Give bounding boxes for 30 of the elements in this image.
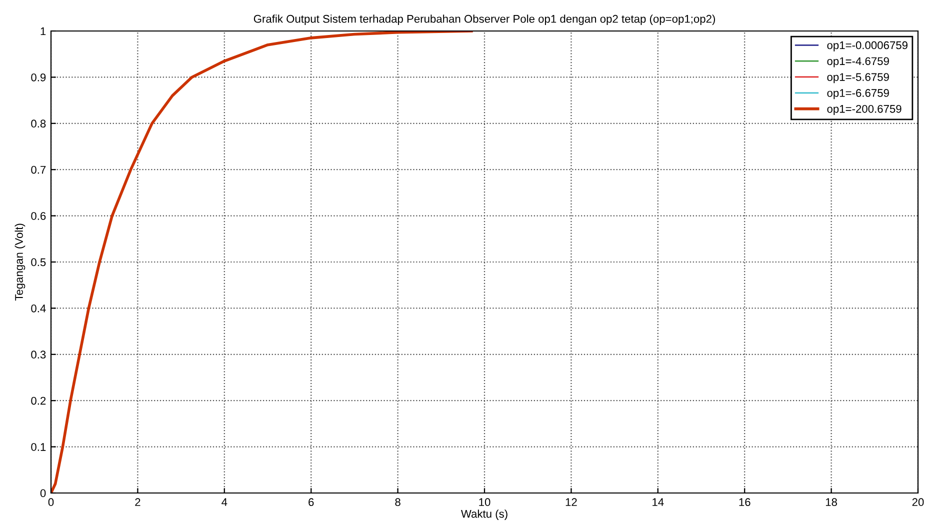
x-tick-label: 8 xyxy=(395,498,400,506)
x-tick-label: 4 xyxy=(222,498,228,506)
legend-label: op1=-0.0006759 xyxy=(827,41,908,52)
chart-title: Grafik Output Sistem terhadap Perubahan Observer Pole op1 dengan op2 tetap (op=op1;op2) xyxy=(254,14,715,25)
x-tick-label: 12 xyxy=(566,498,577,506)
y-tick-label: 0.8 xyxy=(31,120,46,128)
legend-label: op1=-4.6759 xyxy=(827,57,889,68)
y-tick-label: 1 xyxy=(40,27,46,36)
y-tick-label: 0.4 xyxy=(31,304,46,312)
y-tick-label: 0.6 xyxy=(31,212,46,220)
y-axis-title: Tegangan (Volt) xyxy=(14,224,26,301)
x-tick-label: 18 xyxy=(826,498,837,506)
legend-label: op1=-200.6759 xyxy=(827,104,902,116)
x-tick-label: 14 xyxy=(652,498,664,506)
x-tick-label: 2 xyxy=(135,498,140,506)
x-tick-label: 0 xyxy=(48,498,54,506)
legend-label: op1=-6.6759 xyxy=(827,89,889,100)
x-tick-label: 10 xyxy=(479,498,490,506)
x-axis-title: Waktu (s) xyxy=(460,510,508,520)
y-tick-label: 0.5 xyxy=(31,258,46,266)
y-tick-label: 0.3 xyxy=(31,350,46,359)
x-tick-label: 16 xyxy=(739,498,750,506)
x-tick-label: 20 xyxy=(912,498,924,506)
y-tick-label: 0.2 xyxy=(31,396,46,405)
x-tick-label: 6 xyxy=(308,498,314,506)
y-tick-label: 0 xyxy=(40,489,46,498)
legend-label: op1=-5.6759 xyxy=(827,73,889,84)
y-tick-label: 0.1 xyxy=(31,443,46,451)
y-tick-label: 0.7 xyxy=(31,166,46,174)
y-tick-label: 0.9 xyxy=(31,73,46,82)
